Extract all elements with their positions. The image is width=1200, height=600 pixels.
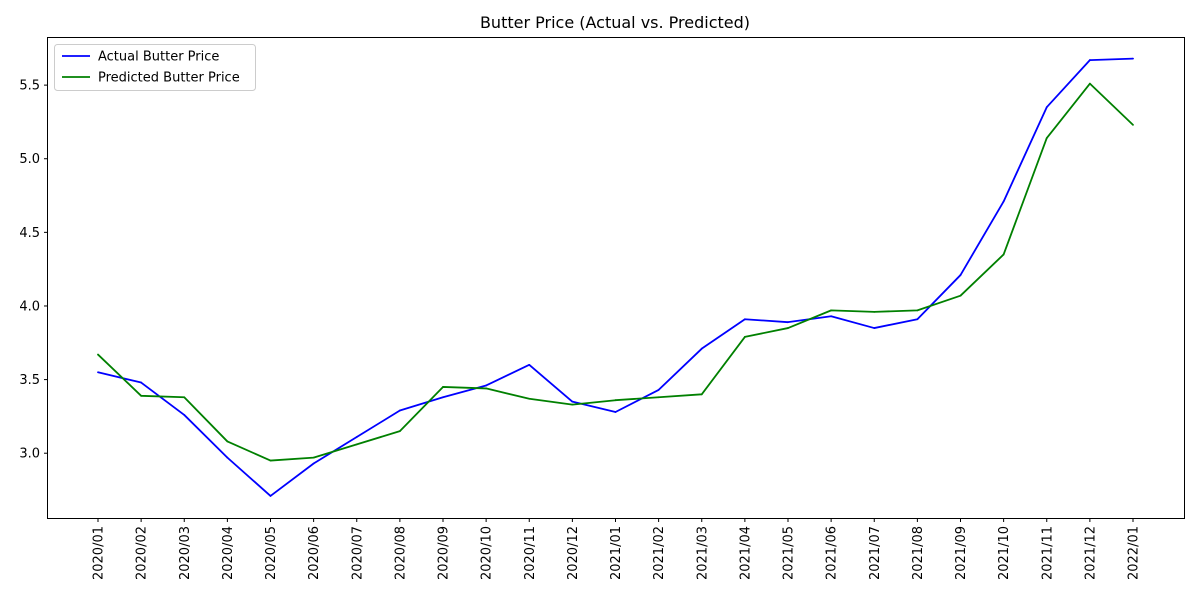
x-tick-label: 2021/01 — [609, 526, 624, 580]
x-tick-label: 2020/05 — [264, 526, 279, 580]
y-tick-label: 4.5 — [19, 226, 40, 241]
data-point — [614, 399, 617, 402]
x-tick-label: 2020/10 — [480, 526, 495, 580]
x-tick-label: 2021/02 — [652, 526, 667, 580]
data-point — [528, 397, 531, 400]
y-axis: 3.0 3.5 4.0 4.5 5.0 5.5 — [19, 79, 48, 462]
x-tick-label: 2021/05 — [782, 526, 797, 580]
data-point — [355, 436, 358, 438]
x-tick-label: 2020/12 — [566, 526, 581, 580]
x-tick-label: 2021/04 — [738, 526, 753, 580]
data-point — [1002, 200, 1005, 203]
data-point — [226, 440, 229, 443]
x-tick-label: 2020/03 — [178, 526, 193, 580]
data-point — [226, 456, 229, 459]
y-tick-label: 3.0 — [19, 447, 40, 462]
data-point — [485, 387, 488, 390]
data-point — [442, 396, 444, 399]
data-point — [269, 459, 272, 462]
data-point — [743, 335, 746, 338]
x-tick-label: 2020/06 — [307, 526, 322, 580]
data-point — [97, 371, 99, 374]
data-point — [571, 400, 574, 403]
x-tick-label: 2020/08 — [393, 526, 408, 580]
data-point — [873, 327, 876, 329]
data-point — [269, 495, 272, 497]
data-point — [916, 309, 919, 312]
data-point — [959, 274, 962, 276]
data-point — [140, 394, 143, 397]
legend-label: Actual Butter Price — [98, 50, 219, 65]
x-tick-label: 2020/09 — [437, 526, 452, 580]
data-point — [312, 456, 315, 459]
data-point — [528, 363, 531, 366]
data-point — [657, 396, 660, 399]
y-tick-label: 5.0 — [19, 152, 40, 167]
x-axis: 2020/01 2020/02 2020/03 2020/04 2020/05 2020/… — [92, 518, 1142, 580]
data-point — [1002, 253, 1005, 256]
x-tick-label: 2020/02 — [135, 526, 150, 580]
data-point — [571, 403, 574, 406]
x-tick-label: 2021/06 — [825, 526, 840, 580]
legend: Actual Butter Price Predicted Butter Pric… — [54, 44, 256, 91]
chart-title: Butter Price (Actual vs. Predicted) — [480, 13, 750, 32]
data-point — [787, 327, 789, 329]
y-tick-label: 3.5 — [19, 373, 40, 388]
data-point — [1088, 59, 1091, 61]
series-line — [97, 57, 1134, 497]
data-point — [916, 318, 919, 321]
legend-label: Predicted Butter Price — [98, 71, 240, 86]
data-point — [355, 443, 358, 446]
data-point — [700, 347, 703, 350]
legend-box — [54, 44, 256, 91]
data-point — [657, 389, 660, 391]
data-point — [140, 381, 143, 384]
data-point — [1045, 106, 1048, 109]
data-point — [442, 386, 444, 388]
data-point — [1132, 57, 1134, 60]
x-tick-label: 2020/04 — [221, 526, 236, 580]
data-point — [485, 384, 488, 387]
data-point — [830, 315, 833, 318]
data-point — [743, 318, 746, 321]
x-tick-label: 2020/07 — [350, 526, 365, 580]
data-point — [1045, 137, 1048, 140]
data-point — [398, 409, 401, 412]
x-tick-label: 2021/10 — [997, 526, 1012, 580]
x-tick-label: 2021/12 — [1083, 526, 1098, 580]
data-point — [183, 396, 186, 399]
data-point — [700, 393, 703, 396]
data-point — [398, 430, 401, 433]
plot-area-frame — [47, 37, 1185, 519]
data-point — [1132, 123, 1134, 126]
x-tick-label: 2021/08 — [911, 526, 926, 580]
series-predicted — [97, 82, 1134, 462]
x-tick-label: 2021/03 — [695, 526, 710, 580]
data-point — [183, 414, 186, 416]
data-point — [873, 310, 876, 313]
data-point — [614, 411, 617, 413]
series-layer — [97, 57, 1134, 497]
data-point — [1088, 82, 1091, 85]
data-point — [830, 309, 833, 312]
x-tick-label: 2021/11 — [1040, 526, 1055, 580]
x-tick-label: 2020/11 — [523, 526, 538, 580]
x-tick-label: 2020/01 — [92, 526, 107, 580]
data-point — [787, 321, 789, 324]
data-point — [312, 462, 315, 465]
x-tick-label: 2022/01 — [1127, 526, 1142, 580]
x-tick-label: 2021/07 — [868, 526, 883, 580]
series-line — [97, 82, 1134, 462]
data-point — [959, 294, 962, 297]
y-tick-label: 5.5 — [19, 79, 40, 94]
series-actual — [97, 57, 1134, 497]
x-tick-label: 2021/09 — [954, 526, 969, 580]
y-tick-label: 4.0 — [19, 299, 40, 314]
data-point — [97, 353, 99, 356]
